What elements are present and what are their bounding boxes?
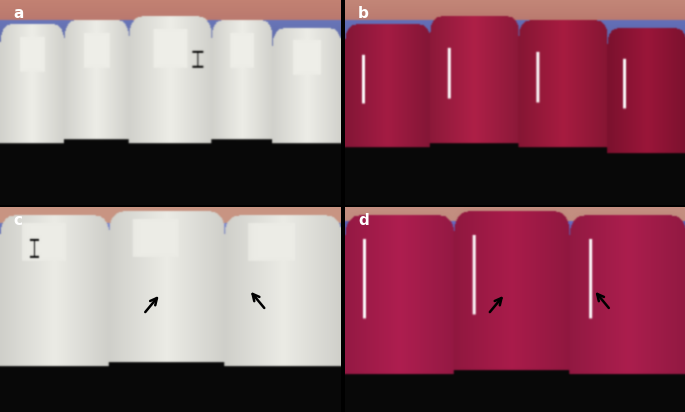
Text: c: c bbox=[14, 213, 23, 228]
Text: a: a bbox=[14, 6, 24, 21]
Text: d: d bbox=[358, 213, 369, 228]
Text: b: b bbox=[358, 6, 369, 21]
